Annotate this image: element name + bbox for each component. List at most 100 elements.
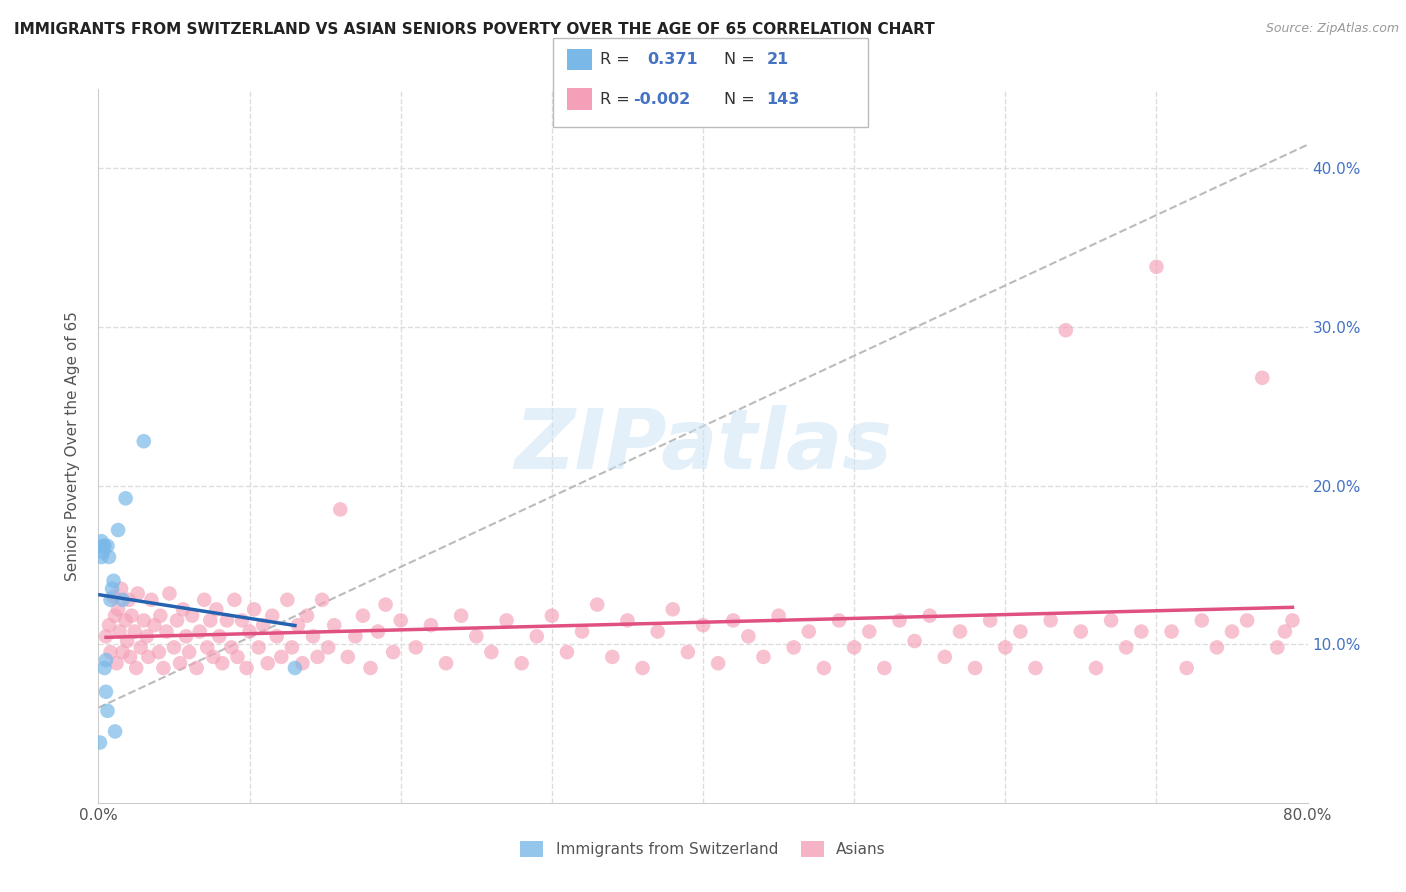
Point (141, 592, 163, 607)
Point (1274, 624, 1296, 639)
Point (202, 649, 225, 664)
Point (104, 724, 127, 739)
Point (1099, 614, 1122, 628)
Point (382, 645, 405, 659)
Point (90, 549, 112, 564)
Point (129, 640, 152, 655)
Point (1281, 614, 1303, 628)
Point (136, 649, 159, 664)
Point (287, 618, 309, 632)
Point (256, 657, 278, 671)
Point (100, 645, 122, 659)
Point (1054, 323, 1077, 337)
Point (114, 614, 136, 628)
Point (100, 592, 122, 607)
Y-axis label: Seniors Poverty Over the Age of 65: Seniors Poverty Over the Age of 65 (65, 311, 80, 581)
Point (631, 661, 654, 675)
Point (389, 614, 412, 628)
Point (360, 661, 382, 675)
Point (159, 586, 181, 600)
Point (692, 618, 714, 632)
Point (105, 657, 128, 671)
Point (103, 590, 125, 604)
Point (111, 645, 134, 659)
Point (143, 618, 166, 632)
Text: N =: N = (724, 53, 755, 67)
Point (120, 649, 142, 664)
Point (586, 598, 609, 612)
Point (111, 592, 134, 607)
Point (889, 614, 911, 628)
Point (166, 614, 188, 628)
Point (281, 640, 304, 655)
Point (96, 539, 118, 553)
Point (211, 657, 233, 671)
Point (108, 624, 131, 639)
Point (752, 649, 775, 664)
Point (949, 624, 972, 639)
Point (1191, 614, 1213, 628)
Point (1024, 661, 1046, 675)
Point (797, 624, 820, 639)
Point (93, 539, 115, 553)
Point (329, 502, 352, 516)
Text: N =: N = (724, 92, 755, 106)
Point (89, 735, 111, 749)
Point (465, 629, 488, 643)
Point (858, 624, 880, 639)
Point (602, 649, 624, 664)
Point (90, 534, 112, 549)
Point (676, 645, 699, 659)
Point (316, 640, 339, 655)
Point (188, 624, 211, 639)
Point (367, 624, 389, 639)
Point (94, 629, 117, 643)
Point (571, 624, 593, 639)
Point (311, 592, 333, 607)
Point (91, 539, 114, 553)
Point (114, 491, 136, 506)
Point (195, 640, 218, 655)
Point (295, 608, 318, 623)
Point (208, 629, 231, 643)
Point (420, 618, 443, 632)
Point (181, 608, 204, 623)
Point (374, 598, 396, 612)
Point (127, 586, 149, 600)
Point (94, 653, 117, 667)
Point (93, 661, 115, 675)
Point (336, 649, 359, 664)
Legend: Immigrants from Switzerland, Asians: Immigrants from Switzerland, Asians (515, 835, 891, 863)
Point (247, 640, 270, 655)
Text: ZIPatlas: ZIPatlas (515, 406, 891, 486)
Text: R =: R = (600, 92, 630, 106)
Text: 21: 21 (766, 53, 789, 67)
Point (172, 602, 194, 616)
Point (1236, 614, 1258, 628)
Point (132, 614, 155, 628)
Point (302, 629, 325, 643)
Point (661, 602, 683, 616)
Point (169, 657, 191, 671)
Point (918, 608, 941, 623)
Point (768, 608, 790, 623)
Point (1251, 371, 1274, 385)
Point (707, 657, 730, 671)
Point (1144, 260, 1167, 274)
Text: 143: 143 (766, 92, 800, 106)
Point (481, 645, 503, 659)
Point (1085, 661, 1108, 675)
Point (1160, 624, 1182, 639)
Point (200, 614, 222, 628)
Point (121, 608, 143, 623)
Point (307, 649, 329, 664)
Point (1175, 661, 1198, 675)
Point (163, 640, 186, 655)
Point (226, 649, 249, 664)
Point (125, 661, 148, 675)
Point (737, 629, 759, 643)
Point (1220, 624, 1243, 639)
Point (115, 634, 138, 648)
Point (179, 645, 201, 659)
Point (91, 545, 114, 559)
